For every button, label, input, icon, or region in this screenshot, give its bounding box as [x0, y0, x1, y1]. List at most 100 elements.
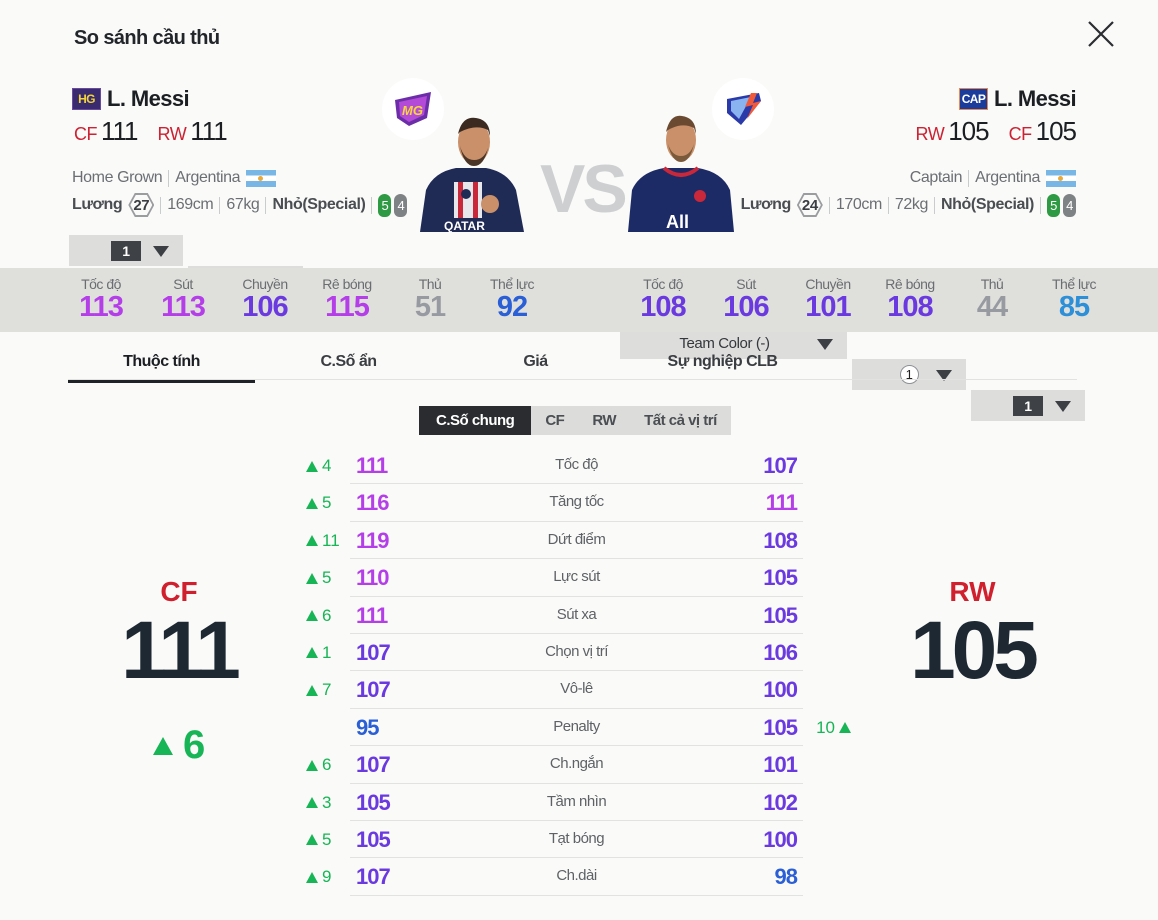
- right-stat-dribbling: Rê bóng 108: [885, 276, 935, 323]
- close-button[interactable]: [1085, 18, 1117, 50]
- level-box: 1: [1013, 395, 1043, 416]
- salary-label: Lương: [72, 196, 123, 213]
- subtab-cf[interactable]: CF: [545, 412, 565, 429]
- up-triangle-icon: [306, 535, 318, 547]
- right-season-row: Captain Argentina: [910, 169, 1076, 187]
- left-diff: 5: [306, 493, 331, 513]
- mg-season-icon: MG: [395, 92, 431, 126]
- up-triangle-icon: [839, 722, 851, 734]
- left-diff: 4: [306, 456, 331, 476]
- left-ovr-1: 111: [101, 116, 139, 146]
- right-stat-shooting: Sút 106: [723, 276, 769, 323]
- subtab-general[interactable]: C.Số chung: [419, 406, 532, 435]
- right-pos-1: RW: [915, 124, 945, 144]
- close-icon: [1088, 21, 1114, 47]
- left-attribute-value: 111: [356, 453, 388, 478]
- right-level-dropdown[interactable]: 1: [971, 390, 1085, 421]
- attribute-name: Ch.ngắn: [549, 755, 604, 773]
- tab-price[interactable]: Giá: [523, 353, 548, 370]
- right-enhance-dropdown[interactable]: 1: [852, 359, 966, 390]
- attribute-name: Vô-lê: [560, 680, 593, 698]
- up-triangle-icon: [306, 834, 318, 846]
- team-color-label: Team Color (-): [679, 335, 770, 352]
- left-diff: 7: [306, 680, 331, 700]
- attribute-name: Chọn vị trí: [545, 642, 608, 660]
- right-stat-passing: Chuyền 101: [805, 276, 851, 323]
- attribute-row: 6 107 Ch.ngắn 101: [306, 746, 803, 784]
- position-subtabs: C.Số chung CF RW Tất cả vị trí: [419, 406, 731, 435]
- tab-attributes[interactable]: Thuộc tính: [68, 353, 255, 383]
- left-body-type: Nhỏ(Special): [272, 196, 366, 213]
- subtab-all-positions[interactable]: Tất cả vị trí: [644, 412, 717, 429]
- main-tabs: Thuộc tính C.Số ẩn Giá Sự nghiệp CLB: [68, 350, 1077, 383]
- up-triangle-icon: [306, 759, 318, 771]
- attribute-name: Tốc độ: [555, 456, 598, 473]
- left-player-name: L. Messi: [107, 86, 190, 111]
- left-season-emblem: MG: [382, 78, 444, 140]
- right-attribute-value: 106: [763, 639, 798, 665]
- svg-text:QATAR: QATAR: [444, 219, 485, 232]
- svg-text:All: All: [666, 212, 689, 232]
- left-info-row: Lương 27 169cm 67kg Nhỏ(Special) 5 4: [72, 193, 408, 217]
- vs-label: VS: [540, 151, 628, 227]
- argentina-flag-icon: [1046, 169, 1076, 187]
- right-nation: Argentina: [975, 169, 1040, 186]
- left-height: 169cm: [167, 196, 214, 213]
- tab-club-career[interactable]: Sự nghiệp CLB: [667, 353, 778, 370]
- strong-foot-icon: 5: [378, 193, 392, 217]
- left-diff: 1: [306, 643, 331, 663]
- season-badge-cap-icon: CAP: [958, 88, 988, 110]
- tab-hidden-stats[interactable]: C.Số ẩn: [320, 353, 377, 370]
- left-stat-defending: Thủ 51: [414, 276, 446, 323]
- left-attribute-value: 116: [356, 490, 389, 516]
- right-salary: 24: [798, 195, 821, 215]
- right-team-color-dropdown[interactable]: Team Color (-): [620, 328, 847, 359]
- chevron-down-icon: [936, 370, 952, 381]
- attribute-row: 3 105 Tầm nhìn 102: [306, 784, 803, 821]
- strong-foot-icon: 5: [1047, 193, 1060, 217]
- attribute-row: 7 107 Vô-lê 100: [306, 671, 803, 709]
- left-diff: 5: [306, 830, 331, 850]
- up-triangle-icon: [306, 797, 318, 809]
- attribute-name: Tầm nhìn: [546, 792, 607, 810]
- attribute-row: 11 119 Dứt điểm 108: [306, 522, 803, 560]
- chevron-down-icon: [153, 246, 169, 257]
- chevron-down-icon: [1055, 401, 1071, 412]
- attribute-name: Tăng tốc: [549, 493, 604, 511]
- subtab-rw[interactable]: RW: [592, 412, 617, 429]
- left-pos-1: CF: [74, 124, 98, 144]
- left-attribute-value: 105: [356, 789, 391, 815]
- right-attribute-value: 108: [763, 527, 798, 553]
- right-attribute-value: 105: [763, 602, 798, 628]
- up-triangle-icon: [306, 647, 318, 659]
- left-summary-pos: CF: [160, 576, 198, 607]
- argentina-flag-icon: [246, 169, 277, 187]
- right-diff: 10: [816, 718, 851, 738]
- left-diff: 6: [306, 755, 331, 775]
- right-player-ovr-row: RW 105 CF 105: [915, 116, 1077, 147]
- left-diff: 11: [306, 531, 340, 551]
- page-title: So sánh cầu thủ: [74, 27, 220, 49]
- right-attribute-value: 105: [763, 714, 798, 740]
- left-attribute-value: 95: [356, 714, 380, 740]
- left-attribute-value: 110: [356, 565, 389, 591]
- attribute-row: 95 Penalty 105 10: [350, 709, 851, 747]
- left-level-dropdown[interactable]: 1: [69, 235, 183, 266]
- left-diff: 3: [306, 793, 331, 813]
- up-triangle-icon: [306, 610, 318, 622]
- right-attribute-value: 111: [765, 490, 798, 516]
- attribute-name: Ch.dài: [556, 867, 597, 885]
- salary-hex-icon: 24: [796, 193, 823, 217]
- attribute-row: 4 111 Tốc độ 107: [306, 447, 803, 485]
- left-attribute-value: 105: [356, 826, 391, 852]
- up-triangle-icon: [153, 736, 173, 755]
- attribute-row: 1 107 Chọn vị trí 106: [306, 634, 803, 672]
- left-salary: 27: [130, 195, 153, 215]
- left-diff: 5: [306, 568, 331, 588]
- chevron-down-icon: [817, 339, 833, 350]
- left-attribute-value: 107: [356, 639, 391, 665]
- left-attribute-value: 107: [356, 752, 391, 778]
- right-season: Captain: [909, 169, 963, 186]
- attribute-row: 9 107 Ch.dài 98: [306, 858, 803, 896]
- right-attribute-value: 102: [763, 789, 798, 815]
